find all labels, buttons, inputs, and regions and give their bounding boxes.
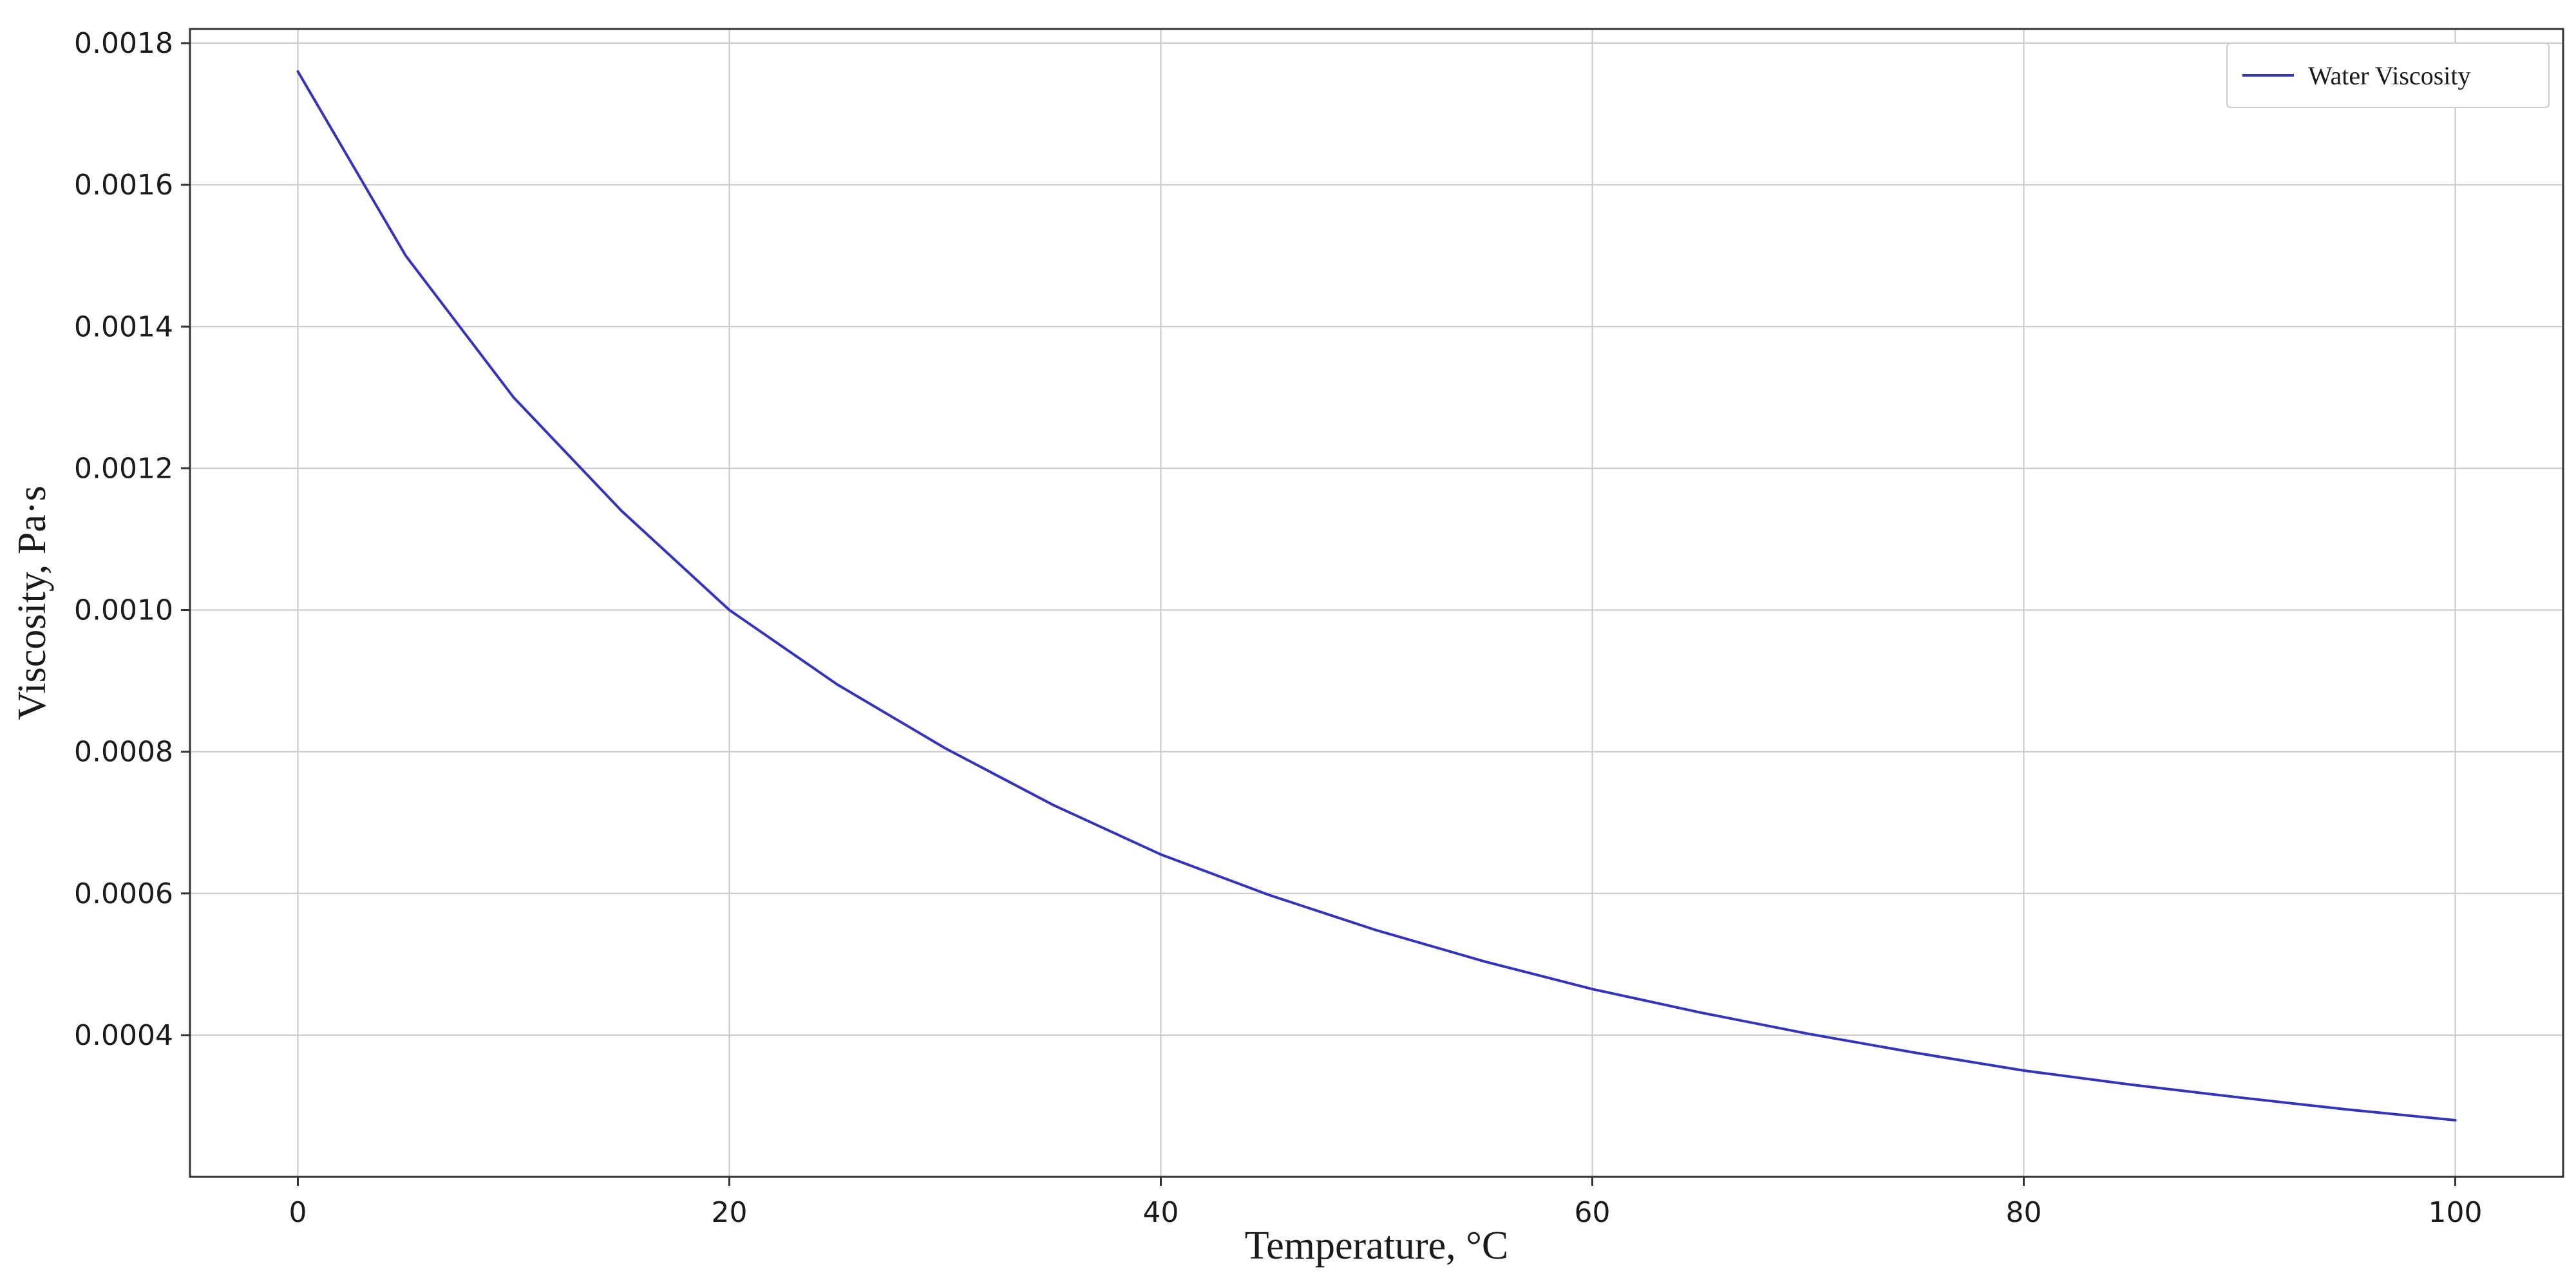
x-tick-label: 60 (1575, 1196, 1611, 1229)
x-tick-label: 80 (2006, 1196, 2042, 1229)
y-tick-label: 0.0016 (74, 169, 173, 202)
legend-label: Water Viscosity (2308, 61, 2470, 90)
x-tick-label: 40 (1143, 1196, 1179, 1229)
x-axis-title: Temperature, °C (1245, 1224, 1509, 1268)
x-tick-label: 20 (712, 1196, 748, 1229)
x-tick-label: 0 (289, 1196, 307, 1229)
y-tick-label: 0.0018 (74, 27, 173, 60)
y-tick-label: 0.0014 (74, 310, 173, 343)
axis-ticks: 0 20 40 60 80 100 0.0004 0.0006 0.0008 0.0010 0.00… (74, 27, 2482, 1229)
y-tick-label: 0.0006 (74, 877, 173, 910)
series-line-water-viscosity (296, 70, 2457, 1121)
legend: Water Viscosity (2226, 42, 2550, 108)
plot-frame (189, 28, 2564, 1178)
y-tick-label: 0.0012 (74, 452, 173, 485)
series-layer (296, 70, 2457, 1121)
y-tick-label: 0.0008 (74, 736, 173, 769)
legend-box (2226, 42, 2550, 108)
y-tick-label: 0.0004 (74, 1019, 173, 1052)
y-axis-title: Viscosity, Pa·s (10, 485, 54, 720)
y-tick-label: 0.0010 (74, 594, 173, 627)
grid (190, 29, 2563, 1177)
x-tick-label: 100 (2429, 1196, 2483, 1229)
